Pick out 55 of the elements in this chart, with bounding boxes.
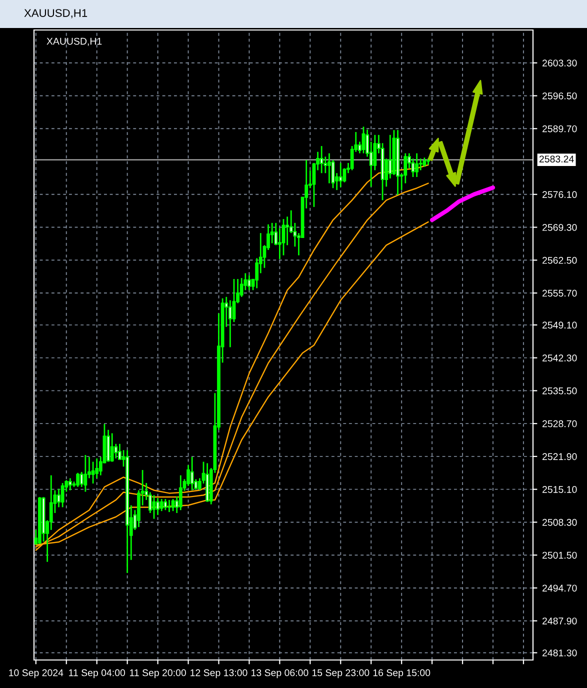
candlestick bbox=[388, 134, 392, 180]
candlestick bbox=[190, 456, 194, 491]
y-tick-label: 2521.90 bbox=[542, 453, 577, 460]
candlestick bbox=[60, 482, 64, 508]
y-tick-label: 2515.10 bbox=[542, 486, 577, 493]
x-tick-label: 11 Sep 04:00 bbox=[69, 669, 126, 678]
candlestick bbox=[110, 432, 114, 462]
candlestick bbox=[328, 152, 331, 184]
candlestick bbox=[164, 498, 168, 511]
y-tick-label: 2508.30 bbox=[542, 518, 577, 526]
candlestick bbox=[320, 145, 324, 174]
y-tick-label: 2535.50 bbox=[542, 387, 577, 394]
y-tick-label: 2542.30 bbox=[542, 354, 577, 362]
x-tick-label: 16 Sep 15:00 bbox=[373, 669, 430, 678]
candlestick bbox=[338, 162, 342, 188]
candlestick bbox=[282, 218, 286, 256]
y-tick-label: 2596.50 bbox=[542, 92, 577, 100]
candlestick bbox=[57, 488, 60, 508]
candlestick bbox=[114, 443, 118, 460]
y-tick-label: 2494.70 bbox=[542, 584, 577, 592]
y-tick-label: 2501.50 bbox=[542, 552, 577, 559]
candlestick bbox=[76, 472, 80, 488]
candlestick bbox=[178, 474, 182, 511]
y-tick-label: 2549.10 bbox=[542, 322, 577, 329]
candlestick bbox=[171, 498, 175, 512]
x-tick-label: 10 Sep 2024 bbox=[9, 669, 64, 678]
y-tick-label: 2487.90 bbox=[542, 618, 577, 624]
x-tick-label: 13 Sep 06:00 bbox=[252, 669, 308, 678]
ref-line-label: 2583.24 bbox=[539, 156, 574, 162]
y-tick-label: 2555.70 bbox=[542, 290, 577, 297]
x-tick-label: 15 Sep 23:00 bbox=[312, 669, 370, 678]
x-tick-label: 12 Sep 13:00 bbox=[190, 669, 248, 678]
y-tick-label: 2569.30 bbox=[542, 224, 577, 231]
candlestick bbox=[80, 471, 84, 488]
annotation: XAUUSD,H1 bbox=[46, 38, 102, 46]
candlestick bbox=[160, 498, 164, 512]
line-series bbox=[430, 186, 496, 222]
chart-title: XAUUSD,H1 bbox=[24, 9, 88, 18]
candlestick bbox=[422, 156, 426, 168]
candlestick bbox=[168, 499, 171, 513]
candlestick bbox=[415, 152, 419, 178]
y-tick-label: 2562.50 bbox=[542, 256, 577, 264]
candlestick bbox=[68, 478, 72, 491]
candlestick bbox=[84, 454, 88, 492]
y-tick-label: 2528.70 bbox=[542, 420, 577, 428]
y-tick-label: 2481.30 bbox=[542, 649, 577, 656]
y-tick-label: 2576.10 bbox=[542, 191, 577, 198]
candlestick bbox=[362, 126, 366, 154]
y-tick-label: 2603.30 bbox=[542, 60, 577, 66]
candlestick bbox=[91, 461, 95, 484]
candlestick bbox=[248, 274, 251, 291]
x-tick-label: 11 Sep 20:00 bbox=[130, 669, 186, 678]
y-tick-label: 2589.70 bbox=[542, 125, 577, 132]
candlestick bbox=[228, 300, 232, 348]
candlestick bbox=[156, 497, 160, 516]
